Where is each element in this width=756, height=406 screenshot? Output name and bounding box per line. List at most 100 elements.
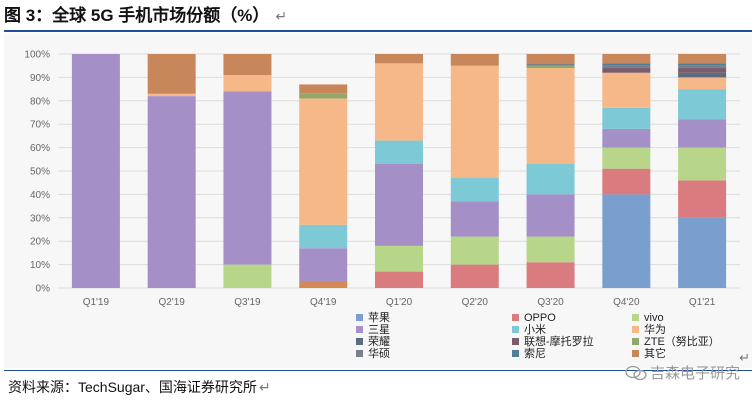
bar-segment xyxy=(375,163,423,246)
bar-segment xyxy=(678,217,727,288)
bar-segment xyxy=(450,236,499,265)
bar-segment xyxy=(526,54,575,64)
bar-segment xyxy=(526,68,575,164)
legend-label: vivo xyxy=(644,312,664,324)
y-tick-label: 60% xyxy=(30,143,50,154)
bar-segment xyxy=(602,168,651,195)
bar-segment xyxy=(526,63,575,66)
x-tick-label: Q1'19 xyxy=(83,297,110,308)
bar-segment xyxy=(223,264,272,288)
bar-segment xyxy=(147,96,196,288)
bar-segment xyxy=(602,63,651,66)
legend-swatch xyxy=(356,350,363,357)
bar-segment xyxy=(299,248,348,281)
legend-label: 其它 xyxy=(644,346,666,360)
bar-segment xyxy=(526,194,575,237)
bar-segment xyxy=(299,280,348,288)
legend-swatch xyxy=(632,338,639,345)
bar-segment xyxy=(602,68,651,73)
side-return-mark: ↵ xyxy=(739,350,750,365)
legend-label: 三星 xyxy=(368,323,390,336)
legend-swatch xyxy=(632,314,639,321)
bar-segment xyxy=(375,54,423,64)
bar-segment xyxy=(223,54,272,76)
bar-segment xyxy=(71,54,120,288)
bar-segment xyxy=(678,147,727,181)
y-tick-label: 90% xyxy=(30,73,50,84)
bar-segment xyxy=(450,201,499,237)
figure-title-text: 图 3：全球 5G 手机市场份额（%） xyxy=(4,6,270,25)
legend-swatch xyxy=(512,338,519,345)
bar-segment xyxy=(678,180,727,218)
x-tick-label: Q1'21 xyxy=(689,297,716,308)
legend-swatch xyxy=(356,326,363,333)
legend-swatch xyxy=(512,314,519,321)
bar-segment xyxy=(678,119,727,148)
bar-segment xyxy=(375,271,423,288)
bar-segment xyxy=(602,194,651,288)
y-tick-label: 0% xyxy=(36,284,51,295)
bar-segment xyxy=(223,91,272,265)
bar-segment xyxy=(450,178,499,202)
y-tick-label: 50% xyxy=(30,167,50,178)
source-line: 资料来源：TechSugar、国海证券研究所 ↵ xyxy=(8,377,271,397)
figure-title: 图 3：全球 5G 手机市场份额（%） ↵ xyxy=(4,3,287,29)
bar-segment xyxy=(678,54,727,64)
y-tick-label: 70% xyxy=(30,120,50,131)
watermark-text: 吉森电子研究 xyxy=(649,365,740,382)
legend-swatch xyxy=(512,326,519,333)
bar-segment xyxy=(526,163,575,195)
bar-segment xyxy=(450,264,499,288)
x-tick-label: Q1'20 xyxy=(386,297,413,308)
watermark: 吉森电子研究 xyxy=(625,362,740,383)
source-rule xyxy=(4,370,752,371)
bar-segment xyxy=(223,75,272,92)
legend-label: 索尼 xyxy=(524,346,546,360)
legend-label: OPPO xyxy=(524,312,556,324)
legend-label: 荣耀 xyxy=(368,335,390,348)
title-rule xyxy=(4,30,752,32)
x-tick-label: Q3'19 xyxy=(234,297,261,308)
bar-segment xyxy=(299,84,348,94)
legend-swatch xyxy=(632,350,639,357)
chart: 0% 10% 20% 30% 40% 50% 60% 70% 80% 90% 100% Q1'19 Q2… xyxy=(24,50,740,360)
y-tick-label: 30% xyxy=(30,213,50,224)
legend-swatch xyxy=(356,314,363,321)
bar-segment xyxy=(602,65,651,69)
bar-segment xyxy=(375,63,423,141)
y-tick-label: 80% xyxy=(30,96,50,107)
x-tick-label: Q4'19 xyxy=(310,297,337,308)
bar-segment xyxy=(678,77,727,90)
bar-segment xyxy=(678,89,727,120)
bar-segment xyxy=(375,140,423,164)
legend-label: 华为 xyxy=(644,322,666,336)
bar-segment xyxy=(147,93,196,97)
return-mark: ↵ xyxy=(275,8,288,24)
x-tick-label: Q2'20 xyxy=(462,297,489,308)
bar-segment xyxy=(299,224,348,249)
legend-swatch xyxy=(512,350,519,357)
legend-label: ZTE（努比亚） xyxy=(644,334,720,348)
wechat-icon xyxy=(625,365,647,381)
bar-segment xyxy=(450,54,499,66)
y-tick-label: 100% xyxy=(24,50,50,61)
y-tick-label: 10% xyxy=(30,260,50,271)
legend-swatch xyxy=(632,326,639,333)
bar-segment xyxy=(678,63,727,66)
x-tick-label: Q2'19 xyxy=(158,297,185,308)
bar-segment xyxy=(375,245,423,272)
bar-segment xyxy=(678,65,727,69)
legend-label: 苹果 xyxy=(368,310,390,324)
bar-segment xyxy=(299,98,348,225)
y-tick-label: 20% xyxy=(30,237,50,248)
source-return-mark: ↵ xyxy=(258,379,271,395)
legend-swatch xyxy=(356,338,363,345)
legend-label: 联想-摩托罗拉 xyxy=(524,334,594,348)
legend-label: 华硕 xyxy=(368,346,390,360)
x-tick-label: Q4'20 xyxy=(613,297,640,308)
bar-segment xyxy=(602,147,651,169)
bar-segment xyxy=(602,107,651,129)
source-text: 资料来源：TechSugar、国海证券研究所 xyxy=(8,379,257,395)
legend-label: 小米 xyxy=(524,323,546,336)
bar-segment xyxy=(602,128,651,148)
